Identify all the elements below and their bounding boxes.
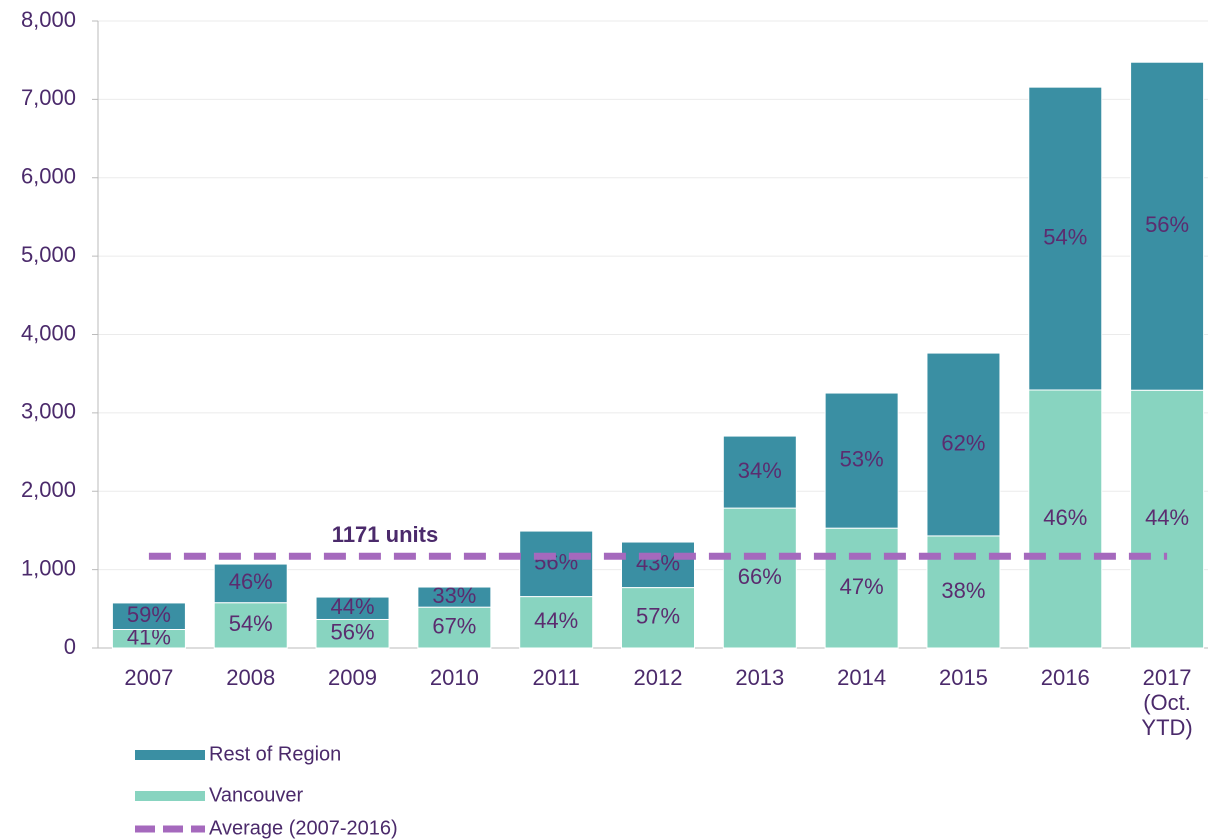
share-label: 66% [738, 564, 782, 589]
bar-segment [417, 606, 492, 649]
share-label: 54% [1043, 224, 1087, 249]
y-tick-label: 8,000 [21, 7, 76, 32]
bar-segment [519, 596, 594, 649]
share-label: 53% [840, 446, 884, 471]
share-label: 34% [738, 458, 782, 483]
y-tick-label: 2,000 [21, 477, 76, 502]
share-label: 62% [941, 430, 985, 455]
bar-segment [1130, 61, 1205, 391]
legend-label: Average (2007-2016) [209, 817, 398, 839]
share-label: 56% [1145, 212, 1189, 237]
y-tick-label: 5,000 [21, 242, 76, 267]
x-tick-label: 2010 [429, 665, 479, 690]
bar-segment [722, 507, 797, 649]
share-label: 44% [331, 594, 375, 619]
bar-segment [1028, 389, 1103, 649]
bar-segment [621, 541, 695, 589]
share-label: 56% [331, 620, 375, 645]
share-label: 57% [636, 604, 680, 629]
share-label: 59% [127, 602, 171, 627]
x-tick-label: 2017 (Oct. YTD) [1141, 665, 1193, 740]
x-tick-label: 2009 [328, 665, 377, 690]
x-tick-label: 2015 [938, 665, 988, 690]
y-tick-label: 0 [64, 634, 76, 659]
y-tick-label: 4,000 [21, 320, 76, 345]
x-tick-label: 2014 [837, 665, 887, 690]
share-label: 46% [229, 569, 273, 594]
average-label: 1171 units [332, 522, 438, 547]
share-label: 47% [840, 574, 884, 599]
x-tick-label: 2011 [532, 665, 580, 690]
x-tick-label: 2016 [1040, 665, 1090, 690]
bar-segment [1130, 389, 1205, 649]
x-tick-label: 2008 [226, 665, 276, 690]
y-tick-label: 6,000 [21, 164, 76, 189]
bar-segment [213, 563, 288, 604]
legend-swatch [135, 791, 205, 801]
legend-label: Vancouver [209, 784, 303, 806]
bar-segment [824, 392, 899, 529]
share-label: 46% [1043, 505, 1087, 530]
y-tick-label: 1,000 [21, 555, 76, 580]
y-tick-label: 3,000 [21, 399, 76, 424]
bar-segment [315, 618, 390, 649]
share-label: 44% [1145, 505, 1189, 530]
share-label: 44% [534, 608, 578, 633]
share-label: 54% [229, 611, 273, 636]
x-tick-label: 2013 [735, 665, 785, 690]
legend-swatch [135, 750, 205, 760]
bar-segment [315, 596, 390, 620]
x-tick-label: 2007 [124, 665, 174, 690]
bar-segment [417, 586, 492, 608]
bar-segment [1028, 86, 1103, 391]
bar-segment [722, 435, 797, 509]
share-label: 33% [432, 583, 476, 608]
x-tick-label: 2012 [633, 665, 683, 690]
bar-segment [519, 530, 594, 598]
legend-label: Rest of Region [209, 743, 341, 765]
bar-segment [824, 527, 899, 649]
share-label: 67% [432, 613, 476, 638]
bar-segment [213, 602, 288, 649]
y-tick-label: 7,000 [21, 85, 76, 110]
share-label: 38% [941, 578, 985, 603]
bar-segment [111, 602, 186, 631]
bar-segment [926, 352, 1001, 537]
